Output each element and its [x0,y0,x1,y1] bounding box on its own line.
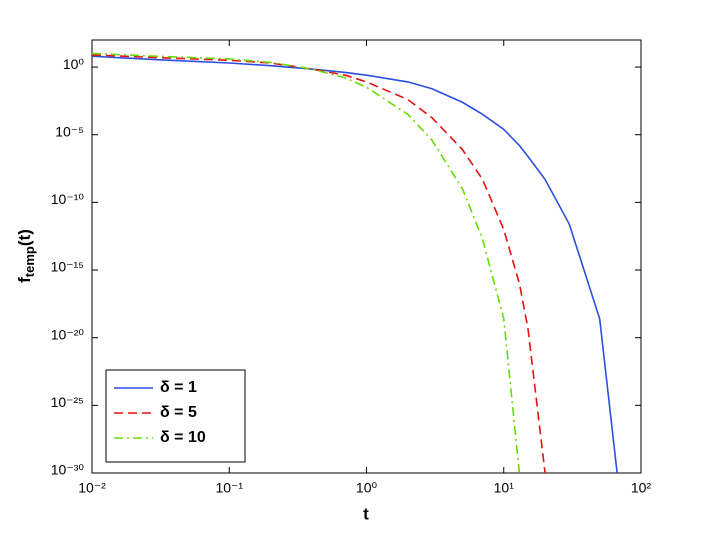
y-tick-label: 10⁻²⁵ [51,394,84,410]
legend-box [105,369,246,463]
y-label-sub: temp [22,246,37,277]
series-line [92,54,546,473]
y-tick-label: 10⁻¹⁵ [51,259,84,275]
y-tick-label: 10⁻⁵ [55,123,84,139]
y-tick-label: 10⁻³⁰ [51,462,85,478]
y-axis-label: ftemp(t) [15,229,37,283]
x-tick-label: 10⁻² [78,480,106,496]
y-tick-label: 10⁰ [63,56,85,72]
series-line [92,55,618,473]
legend-label: δ = 10 [160,429,206,446]
legend: δ = 1 δ = 5 δ = 10 [105,369,246,463]
y-label-suffix: (t) [15,229,34,246]
x-tick-label: 10⁰ [356,480,378,496]
plot-lines [92,52,618,473]
x-tick-label: 10¹ [494,480,515,496]
x-tick-label: 10⁻¹ [215,480,243,496]
x-axis-label: t [363,504,369,523]
legend-label: δ = 5 [160,404,197,421]
y-label-main: f [15,277,34,283]
y-tick-label: 10⁻¹⁰ [51,191,85,207]
y-tick-label: 10⁻²⁰ [51,326,85,342]
x-tick-label: 10² [631,480,652,496]
legend-label: δ = 1 [160,379,197,396]
series-line [92,52,521,473]
